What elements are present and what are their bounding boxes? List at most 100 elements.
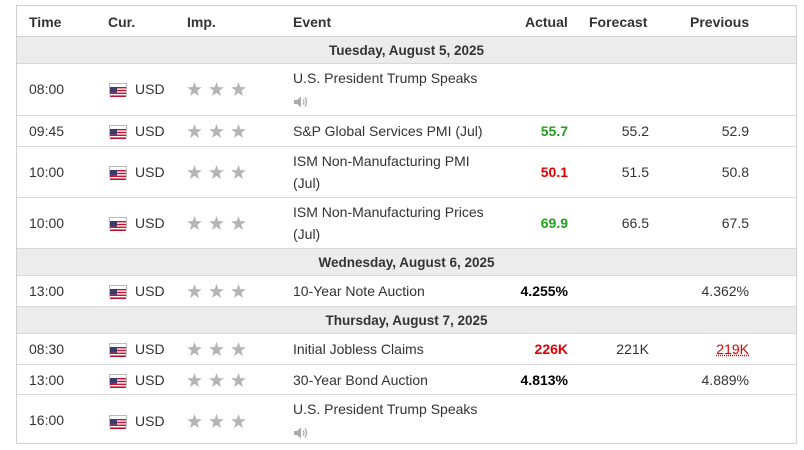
actual-value: 69.9 [540,215,568,231]
event-currency: USD [135,81,165,97]
event-time: 10:00 [29,164,65,180]
event-currency: USD [135,164,165,180]
event-currency: USD [135,413,165,429]
previous-value: 4.889% [701,372,749,388]
star-icon [209,216,224,230]
star-icon [187,124,202,138]
us-flag-icon [109,217,127,231]
star-icon [187,373,202,387]
forecast-value: 55.2 [621,123,649,139]
event-currency: USD [135,341,165,357]
previous-value: 67.5 [721,215,749,231]
event-time: 10:00 [29,215,65,231]
actual-value: 226K [534,341,568,357]
table-row[interactable]: 10:00 USD ISM Non-Manufacturing PMI (Jul… [17,147,796,198]
header-importance[interactable]: Imp. [187,14,216,30]
actual-value: 4.255% [520,283,568,299]
table-row[interactable]: 16:00 USD U.S. President Trump Speaks [17,395,796,444]
event-name[interactable]: 10-Year Note Auction [293,283,425,299]
forecast-value: 66.5 [621,215,649,231]
previous-value: 52.9 [721,123,749,139]
star-icon [231,216,246,230]
event-time: 08:30 [29,341,65,357]
economic-calendar-table: Time Cur. Imp. Event Actual Forecast Pre… [16,5,797,444]
star-icon [187,414,202,428]
star-icon [231,82,246,96]
forecast-value: 221K [616,341,649,357]
date-label: Wednesday, August 6, 2025 [318,255,495,270]
event-name[interactable]: U.S. President Trump Speaks [293,70,478,86]
event-time: 16:00 [29,412,65,428]
star-icon [187,342,202,356]
date-row: Wednesday, August 6, 2025 [17,249,796,276]
event-time: 13:00 [29,283,65,299]
star-icon [209,414,224,428]
star-icon [187,216,202,230]
importance-stars [187,284,246,298]
event-time: 08:00 [29,81,65,97]
table-row[interactable]: 13:00 USD 10-Year Note Auction 4.255% 4.… [17,276,796,307]
event-name-line: (Jul) [293,175,321,191]
date-label: Tuesday, August 5, 2025 [328,43,485,58]
star-icon [187,165,202,179]
event-name[interactable]: 30-Year Bond Auction [293,372,428,388]
event-name-line: ISM Non-Manufacturing Prices [293,204,484,220]
us-flag-icon [109,415,127,429]
star-icon [209,373,224,387]
importance-stars [187,216,246,230]
event-name[interactable]: ISM Non-Manufacturing Prices (Jul) [293,201,503,245]
star-icon [187,284,202,298]
actual-value: 4.813% [520,372,568,388]
date-row: Tuesday, August 5, 2025 [17,37,796,64]
header-time[interactable]: Time [29,14,62,30]
event-time: 13:00 [29,372,65,388]
event-name[interactable]: ISM Non-Manufacturing PMI (Jul) [293,150,503,194]
us-flag-icon [109,83,127,97]
speaker-icon[interactable] [293,95,309,109]
table-row[interactable]: 10:00 USD ISM Non-Manufacturing Prices (… [17,198,796,249]
header-previous[interactable]: Previous [690,14,750,30]
star-icon [231,414,246,428]
us-flag-icon [109,285,127,299]
importance-stars [187,165,246,179]
event-name-line: (Jul) [293,226,321,242]
header-currency[interactable]: Cur. [108,14,136,30]
importance-stars [187,373,246,387]
event-currency: USD [135,123,165,139]
speaker-icon[interactable] [293,426,309,440]
importance-stars [187,82,246,96]
actual-value: 55.7 [540,123,568,139]
table-row[interactable]: 08:00 USD U.S. President Trump Speaks [17,64,796,116]
star-icon [231,165,246,179]
star-icon [209,165,224,179]
table-row[interactable]: 09:45 USD S&P Global Services PMI (Jul) … [17,116,796,147]
table-row[interactable]: 08:30 USD Initial Jobless Claims 226K 22… [17,334,796,365]
star-icon [231,284,246,298]
us-flag-icon [109,125,127,139]
previous-value: 50.8 [721,164,749,180]
event-name-line: ISM Non-Manufacturing PMI [293,153,470,169]
star-icon [209,284,224,298]
event-time: 09:45 [29,123,65,139]
importance-stars [187,342,246,356]
event-name[interactable]: Initial Jobless Claims [293,341,424,357]
table-header: Time Cur. Imp. Event Actual Forecast Pre… [17,6,796,37]
event-currency: USD [135,215,165,231]
date-label: Thursday, August 7, 2025 [325,313,488,328]
event-currency: USD [135,283,165,299]
header-forecast[interactable]: Forecast [589,14,648,30]
header-event[interactable]: Event [293,14,332,30]
previous-value-revised[interactable]: 219K [716,341,749,357]
star-icon [209,82,224,96]
table-row[interactable]: 13:00 USD 30-Year Bond Auction 4.813% 4.… [17,365,796,395]
us-flag-icon [109,166,127,180]
actual-value: 50.1 [540,164,568,180]
event-name[interactable]: U.S. President Trump Speaks [293,401,478,417]
importance-stars [187,414,246,428]
star-icon [187,82,202,96]
forecast-value: 51.5 [621,164,649,180]
importance-stars [187,124,246,138]
date-row: Thursday, August 7, 2025 [17,307,796,334]
event-name[interactable]: S&P Global Services PMI (Jul) [293,123,483,139]
header-actual[interactable]: Actual [525,14,568,30]
